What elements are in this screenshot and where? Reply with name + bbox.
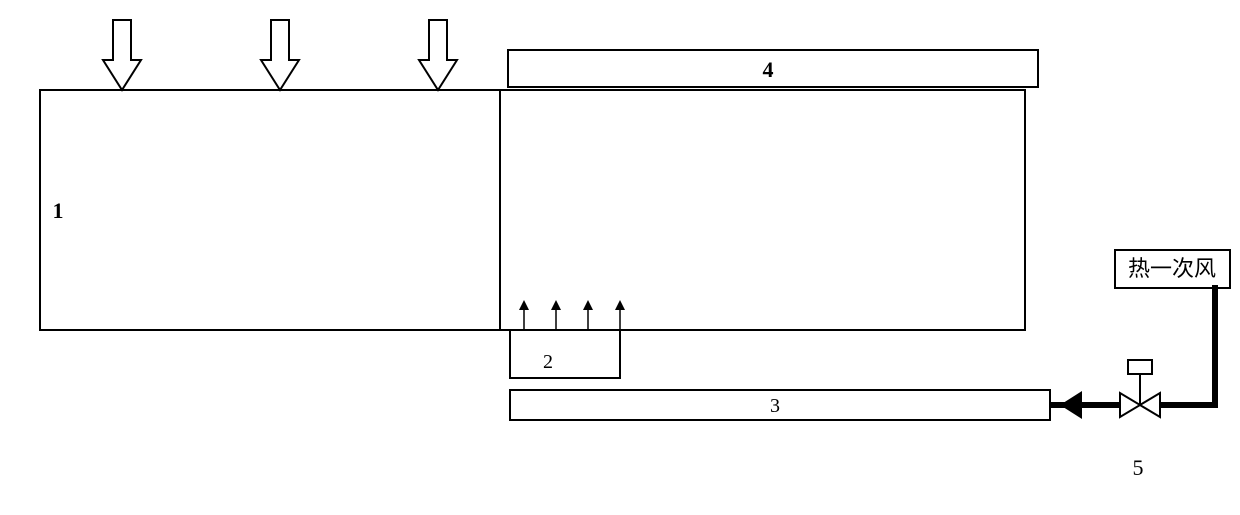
label-4: 4 bbox=[763, 57, 774, 82]
duct-rect bbox=[510, 390, 1050, 420]
label-2: 2 bbox=[543, 351, 553, 373]
canvas-background bbox=[0, 0, 1240, 515]
label-3: 3 bbox=[770, 395, 780, 417]
label-source: 热一次风 bbox=[1128, 256, 1216, 281]
label-5: 5 bbox=[1133, 455, 1144, 480]
label-1: 1 bbox=[53, 198, 64, 223]
small-box bbox=[510, 330, 620, 378]
